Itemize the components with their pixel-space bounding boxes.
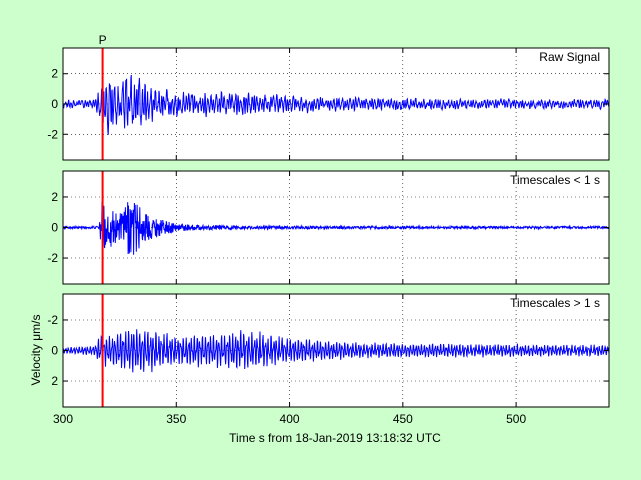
y-tick-label: 0: [51, 97, 58, 111]
y-axis-label: Velocity μm/s: [29, 315, 43, 386]
panel-label: Timescales > 1 s: [510, 296, 600, 310]
y-tick-label: -2: [47, 313, 58, 327]
x-tick-label: 300: [53, 412, 73, 426]
panel-timescales-long: 2 0 -2 300 350 400 450 500 Timescales > 1 s Ve…: [29, 293, 610, 426]
panel-raw-signal: -2 0 2 Raw Signal P: [47, 33, 610, 161]
pick-label-p: P: [99, 33, 107, 47]
y-tick-label: 2: [51, 190, 58, 204]
y-tick-label: -2: [47, 127, 58, 141]
x-tick-label: 500: [506, 412, 526, 426]
y-tick-label: 2: [51, 374, 58, 388]
panel-label: Raw Signal: [539, 50, 600, 64]
x-tick-label: 450: [393, 412, 413, 426]
x-axis-label: Time s from 18-Jan-2019 13:18:32 UTC: [229, 431, 441, 445]
y-ticks: 2 0 -2: [47, 313, 609, 388]
x-tick-labels: 300 350 400 450 500: [53, 412, 526, 426]
trace-raw-signal: [62, 74, 610, 135]
x-ticks: [62, 48, 517, 160]
trace-timescales-short: [62, 201, 610, 255]
y-ticks: -2 0 2: [47, 190, 609, 265]
x-tick-label: 350: [166, 412, 186, 426]
panel-timescales-short: -2 0 2 Timescales < 1 s: [47, 170, 610, 285]
y-tick-label: 0: [51, 344, 58, 358]
x-tick-label: 400: [280, 412, 300, 426]
panel-label: Timescales < 1 s: [510, 173, 600, 187]
y-tick-label: 2: [51, 67, 58, 81]
y-tick-label: 0: [51, 221, 58, 235]
y-tick-label: -2: [47, 251, 58, 265]
x-ticks: [62, 171, 517, 284]
trace-timescales-long: [62, 329, 610, 373]
y-ticks: -2 0 2: [47, 67, 609, 141]
x-ticks: [62, 294, 517, 407]
